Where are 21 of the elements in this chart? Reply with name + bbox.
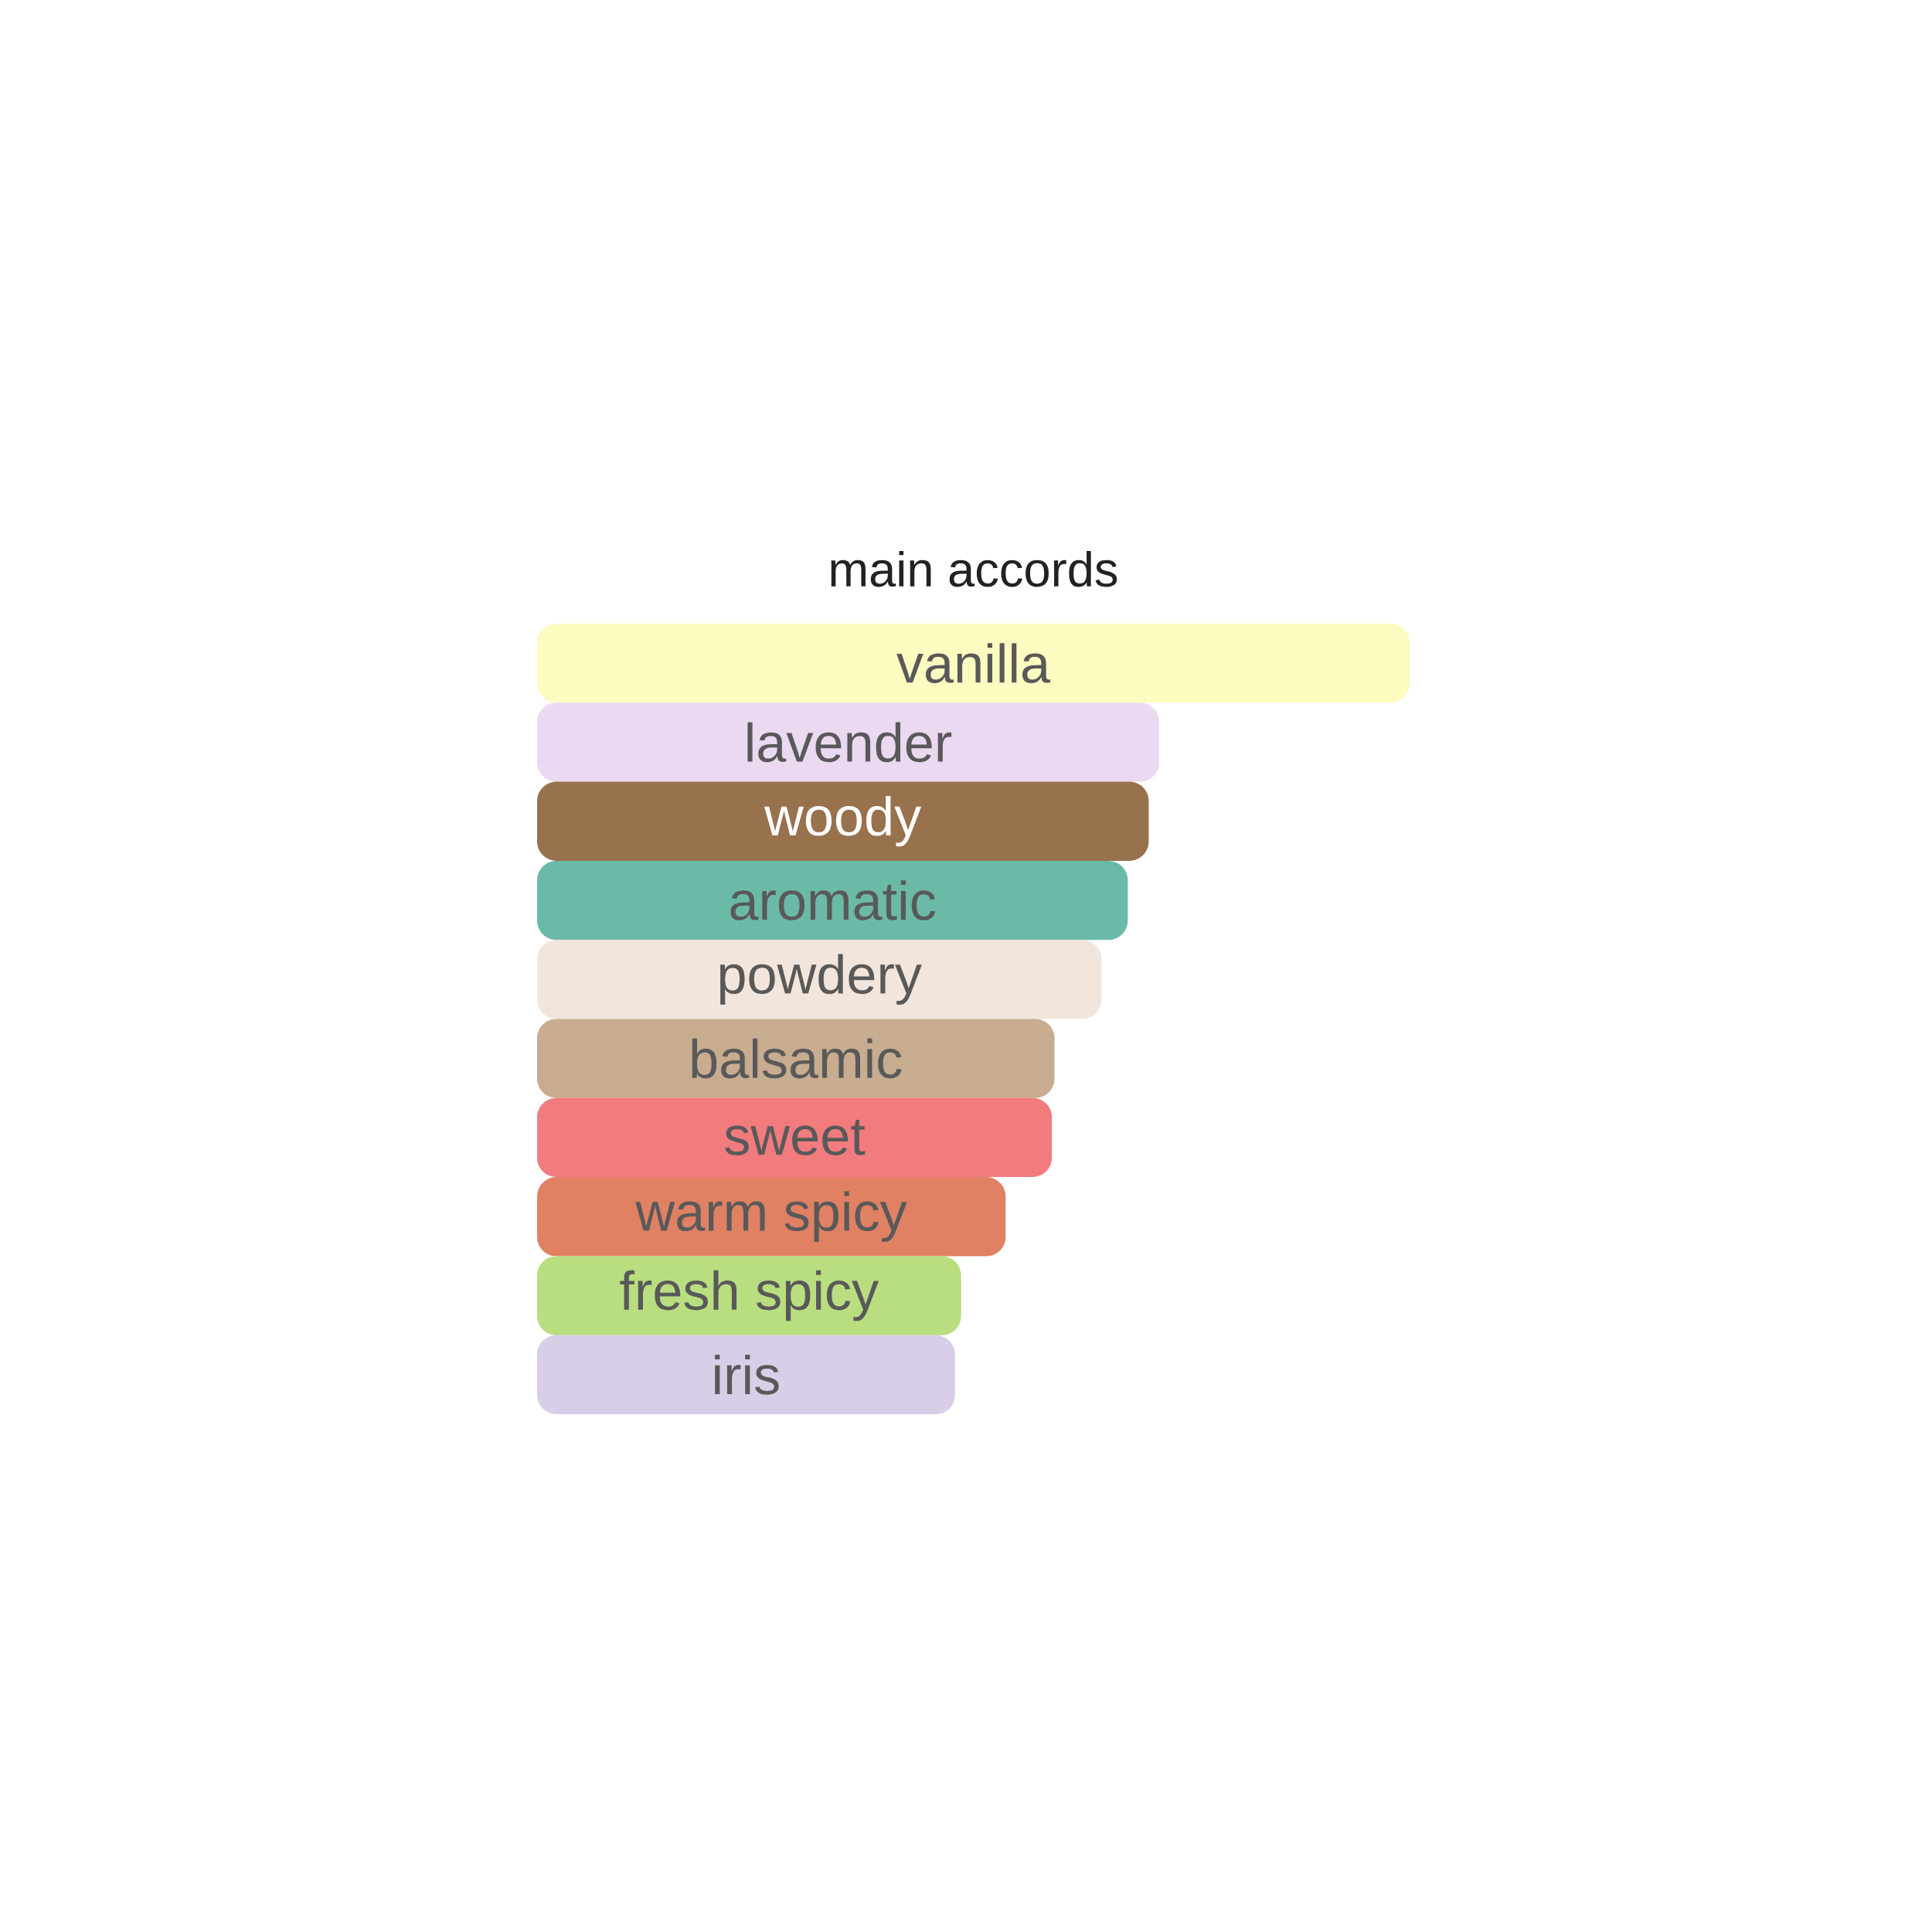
bar bbox=[537, 623, 1410, 703]
chart-title: main accords bbox=[831, 550, 1117, 587]
bar bbox=[537, 702, 1159, 782]
y-tick-label: iris bbox=[715, 1355, 779, 1395]
y-tick-label: aromatic bbox=[730, 880, 936, 920]
y-tick-label: lavender bbox=[747, 722, 952, 763]
y-tick-label: woody bbox=[764, 795, 922, 847]
y-tick-label: powdery bbox=[719, 954, 922, 1005]
bar bbox=[537, 1256, 961, 1335]
bar bbox=[537, 781, 1149, 861]
bar bbox=[537, 940, 1102, 1019]
y-tick-label: warm spicy bbox=[635, 1191, 907, 1243]
bar bbox=[537, 1097, 1053, 1178]
y-tick-label: sweet bbox=[725, 1119, 866, 1155]
bar bbox=[537, 1335, 955, 1414]
y-tick-label: fresh spicy bbox=[620, 1270, 879, 1321]
bar bbox=[537, 1019, 1055, 1098]
y-tick-label: balsamic bbox=[692, 1038, 902, 1079]
y-tick-label: vanilla bbox=[896, 643, 1051, 683]
bar bbox=[537, 860, 1128, 940]
bar bbox=[537, 1177, 1006, 1257]
